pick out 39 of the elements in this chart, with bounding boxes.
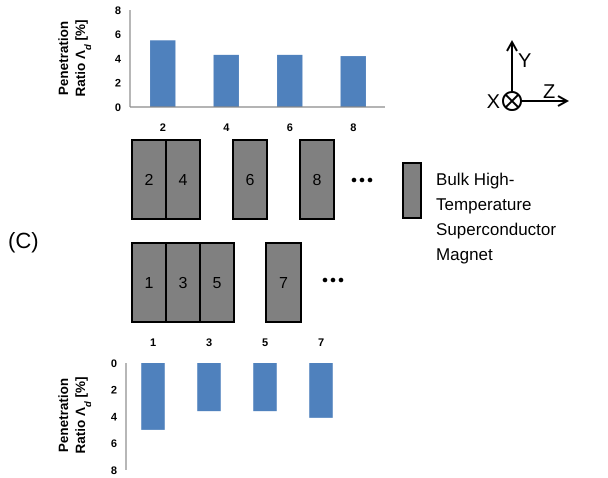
y-tick-label: 0 [110,358,117,370]
y-tick-label: 6 [114,29,121,42]
text: X [486,91,500,113]
bar [253,363,277,412]
text: (C) [8,228,39,253]
x-tick-label: 7 [318,337,324,349]
bar [309,363,333,418]
x-tick-label: 3 [206,337,212,349]
text: 8 [312,172,322,190]
text: Bulk High-Temperature Superconductor Magnet [436,170,556,264]
y-tick-label: 2 [110,384,117,397]
bar [214,54,239,107]
text: 7 [279,275,288,292]
x-tick-label: 5 [262,337,268,349]
x-tick-label: 8 [350,122,356,134]
y-tick-label: 6 [110,438,117,450]
text: Y [518,50,532,72]
bar [197,363,221,412]
x-tick-label: 2 [160,122,166,134]
bar [340,56,366,107]
bar [150,40,176,107]
x-tick-label: 1 [150,337,156,349]
bar [141,363,165,430]
y-tick-label: 8 [114,4,121,17]
y-tick-label: 4 [110,411,118,424]
text: 1 [144,275,154,292]
bar [277,54,302,107]
y-tick-label: 2 [114,78,121,90]
text: 2 [144,172,154,190]
text: 4 [178,172,188,190]
x-tick-label: 6 [286,122,293,134]
text: 5 [212,275,222,292]
text: 3 [178,275,188,292]
y-tick-label: 8 [110,464,117,477]
text: 6 [246,172,255,190]
x-tick-label: 4 [223,122,230,134]
text: Z [543,81,556,103]
y-tick-label: 4 [114,53,122,66]
y-tick-label: 0 [114,102,121,114]
